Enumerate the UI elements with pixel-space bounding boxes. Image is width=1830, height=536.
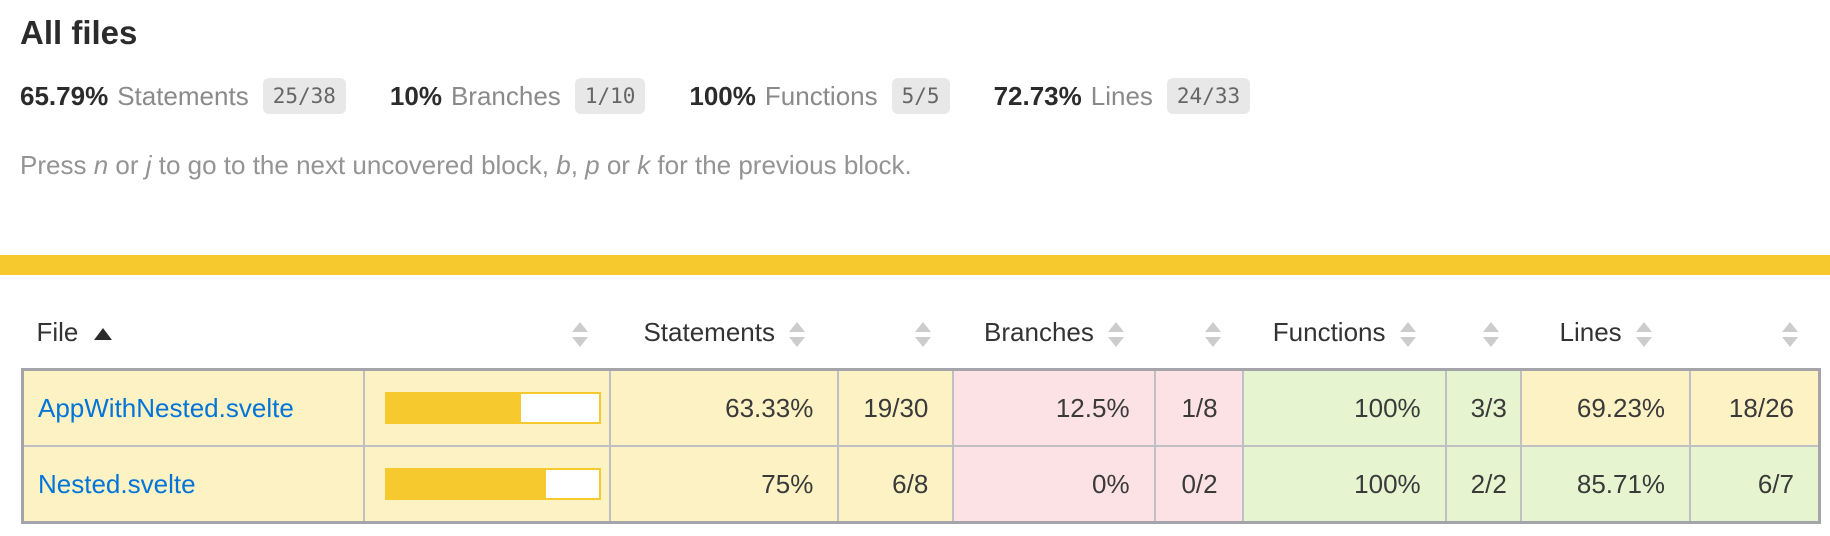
coverage-bar-cell bbox=[362, 445, 612, 524]
statements-percent: 65.79% bbox=[20, 80, 109, 111]
sort-asc-icon bbox=[94, 328, 113, 341]
coverage-bar bbox=[384, 468, 601, 500]
file-link[interactable]: AppWithNested.svelte bbox=[38, 392, 294, 423]
coverage-bar-fill bbox=[386, 394, 522, 422]
metric-cell: 85.71% bbox=[1520, 445, 1692, 524]
branches-fraction-badge: 1/10 bbox=[574, 78, 646, 114]
metric-cell: 6/8 bbox=[837, 445, 955, 524]
col-header-lines[interactable]: Lines bbox=[1521, 289, 1691, 370]
summary-lines: 72.73% Lines 24/33 bbox=[994, 78, 1251, 114]
metric-cell: 0% bbox=[952, 445, 1156, 524]
metric-cell: 75% bbox=[609, 445, 840, 524]
coverage-summary: 65.79% Statements 25/38 10% Branches 1/1… bbox=[20, 78, 1810, 114]
sorter-icon bbox=[1399, 321, 1416, 347]
coverage-bar-fill bbox=[386, 470, 546, 498]
keyboard-hint: Press n or j to go to the next uncovered… bbox=[20, 150, 912, 180]
statements-fraction-badge: 25/38 bbox=[262, 78, 346, 114]
sorter-icon bbox=[1635, 321, 1652, 347]
metric-cell: 69.23% bbox=[1520, 368, 1692, 447]
functions-percent: 100% bbox=[689, 80, 756, 111]
table-row: Nested.svelte 75% 6/8 0% 0/2 100% 2/2 85.71% 6/7 bbox=[21, 445, 1821, 524]
metric-cell: 12.5% bbox=[952, 368, 1156, 447]
sorter-icon bbox=[1107, 321, 1124, 347]
metric-cell: 6/7 bbox=[1689, 445, 1821, 524]
sorter-icon bbox=[1204, 321, 1221, 347]
col-header-file-label: File bbox=[36, 317, 79, 347]
metric-cell: 0/2 bbox=[1153, 445, 1244, 524]
lines-fraction-badge: 24/33 bbox=[1166, 78, 1251, 114]
col-header-statements-bar[interactable] bbox=[363, 289, 611, 370]
sorter-icon bbox=[788, 321, 805, 347]
coverage-bar bbox=[384, 392, 601, 424]
metric-cell: 100% bbox=[1241, 368, 1447, 447]
col-header-branches-raw[interactable] bbox=[1154, 289, 1243, 370]
metric-cell: 100% bbox=[1241, 445, 1447, 524]
metric-cell: 63.33% bbox=[609, 368, 840, 447]
col-header-statements[interactable]: Statements bbox=[610, 289, 839, 370]
coverage-table-body: AppWithNested.svelte 63.33% 19/30 12.5% 1/8 1… bbox=[21, 368, 1821, 524]
sorter-icon bbox=[1781, 321, 1798, 347]
col-header-branches-label: Branches bbox=[984, 317, 1094, 347]
metric-cell: 3/3 bbox=[1444, 368, 1523, 447]
summary-statements: 65.79% Statements 25/38 bbox=[20, 78, 346, 114]
header-row: File Statements Branches bbox=[22, 289, 1820, 370]
col-header-statements-label: Statements bbox=[643, 317, 775, 347]
file-cell: AppWithNested.svelte bbox=[21, 368, 365, 447]
metric-cell: 1/8 bbox=[1153, 368, 1244, 447]
lines-percent: 72.73% bbox=[993, 80, 1082, 111]
statements-label: Statements bbox=[117, 80, 249, 111]
summary-functions: 100% Functions 5/5 bbox=[689, 78, 950, 114]
col-header-functions[interactable]: Functions bbox=[1242, 289, 1446, 370]
functions-fraction-badge: 5/5 bbox=[891, 78, 950, 114]
col-header-functions-raw[interactable] bbox=[1445, 289, 1522, 370]
coverage-bar-cell bbox=[362, 368, 612, 447]
lines-label: Lines bbox=[1090, 80, 1153, 111]
branches-label: Branches bbox=[450, 80, 561, 111]
status-line-medium bbox=[0, 255, 1830, 275]
col-header-lines-raw[interactable] bbox=[1690, 289, 1820, 370]
file-cell: Nested.svelte bbox=[21, 445, 365, 524]
sorter-icon bbox=[915, 321, 932, 347]
coverage-table-header: File Statements Branches bbox=[22, 289, 1820, 370]
col-header-lines-label: Lines bbox=[1559, 317, 1622, 347]
table-row: AppWithNested.svelte 63.33% 19/30 12.5% 1/8 1… bbox=[21, 368, 1821, 447]
summary-branches: 10% Branches 1/10 bbox=[389, 78, 646, 114]
metric-cell: 2/2 bbox=[1444, 445, 1523, 524]
functions-label: Functions bbox=[764, 80, 878, 111]
coverage-report-page: All files 65.79% Statements 25/38 10% Br… bbox=[0, 14, 1830, 524]
col-header-statements-raw[interactable] bbox=[838, 289, 954, 370]
metric-cell: 19/30 bbox=[837, 368, 955, 447]
branches-percent: 10% bbox=[389, 80, 442, 111]
col-header-file[interactable]: File bbox=[22, 289, 364, 370]
sorter-icon bbox=[572, 321, 589, 347]
col-header-branches[interactable]: Branches bbox=[953, 289, 1155, 370]
sorter-icon bbox=[1483, 321, 1500, 347]
metric-cell: 18/26 bbox=[1689, 368, 1821, 447]
coverage-table: File Statements Branches bbox=[21, 289, 1821, 524]
page-title: All files bbox=[20, 14, 138, 51]
col-header-functions-label: Functions bbox=[1272, 317, 1386, 347]
file-link[interactable]: Nested.svelte bbox=[38, 468, 196, 499]
